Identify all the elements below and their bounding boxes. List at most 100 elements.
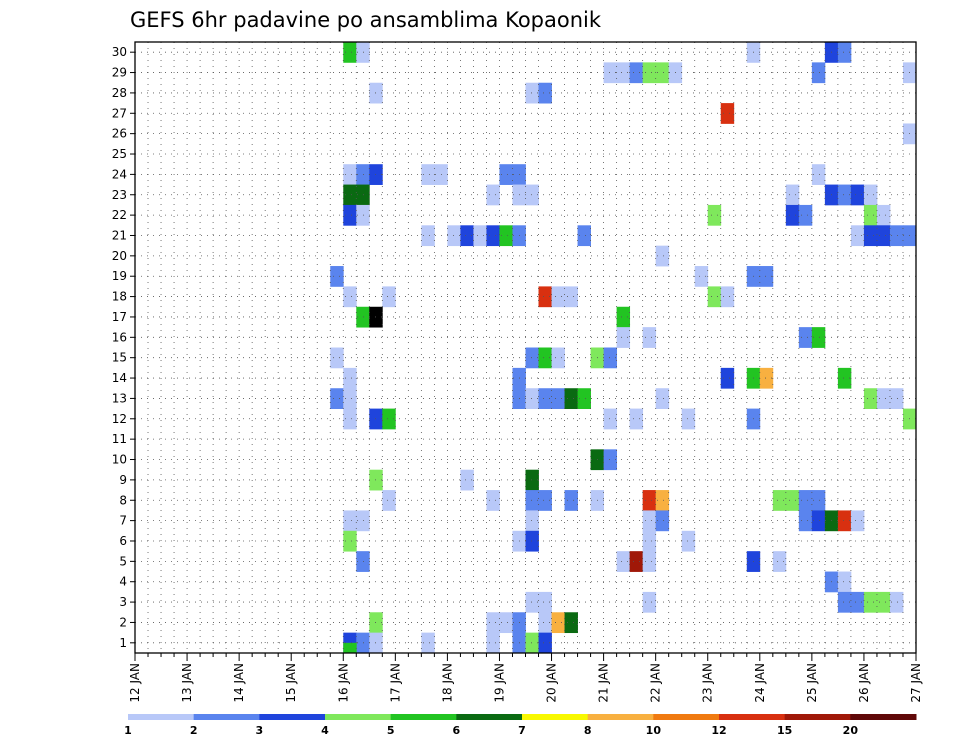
heatmap-cell xyxy=(525,82,539,104)
heatmap-cell xyxy=(876,225,891,247)
heatmap-cell xyxy=(837,367,852,389)
colorbar-segment xyxy=(128,714,195,720)
heatmap-cell xyxy=(863,225,878,247)
colorbar-label: 12 xyxy=(711,724,726,737)
x-tick-label: 13 JAN xyxy=(180,663,194,703)
heatmap-cell xyxy=(837,591,852,613)
heatmap-cell xyxy=(655,510,670,532)
heatmap-cell xyxy=(356,204,370,226)
heatmap-cell xyxy=(850,591,865,613)
heatmap-cell xyxy=(382,286,396,308)
heatmap-cell xyxy=(850,184,865,206)
heatmap-cell xyxy=(369,612,383,634)
y-tick-label: 10 xyxy=(112,453,127,467)
heatmap-cell xyxy=(655,388,670,409)
heatmap-cell xyxy=(811,164,826,185)
heatmap-cell xyxy=(655,490,670,511)
y-tick-label: 29 xyxy=(112,66,127,80)
heatmap-cell xyxy=(785,490,800,511)
x-tick-label: 12 JAN xyxy=(128,663,142,703)
heatmap-cell xyxy=(460,225,474,247)
heatmap-cell xyxy=(343,286,357,308)
heatmap-cell xyxy=(850,225,865,247)
heatmap-cell xyxy=(577,388,591,409)
heatmap-cell xyxy=(564,286,578,308)
y-tick-label: 15 xyxy=(112,351,127,365)
heatmap-cell xyxy=(525,591,539,613)
heatmap-cell xyxy=(369,408,383,430)
x-axis: 12 JAN 13 JAN 14 JAN 15 JAN 16 JAN 17 JAN 18 J… xyxy=(128,653,923,703)
heatmap-cell xyxy=(642,62,657,84)
heatmap-cell xyxy=(564,612,578,634)
colorbar-segment xyxy=(784,714,851,720)
y-tick-label: 23 xyxy=(112,188,127,202)
heatmap-cell xyxy=(551,347,565,369)
colorbar-label: 1 xyxy=(124,724,132,737)
heatmap-cell xyxy=(876,204,891,226)
heatmap-cell xyxy=(551,286,565,308)
x-tick-label: 21 JAN xyxy=(597,663,611,703)
heatmap-cell xyxy=(629,551,644,572)
x-tick-label: 23 JAN xyxy=(701,663,715,703)
heatmap-cell xyxy=(356,551,370,572)
heatmap-cell xyxy=(525,388,539,409)
heatmap-cell xyxy=(538,347,552,369)
y-axis: 1234567891011121314151617181920212223242… xyxy=(112,45,135,650)
heatmap-cell xyxy=(707,286,722,308)
heatmap-cell xyxy=(889,388,904,409)
y-tick-label: 19 xyxy=(112,269,127,283)
heatmap-cell xyxy=(356,42,370,63)
heatmap-cells xyxy=(330,42,917,654)
heatmap-cell xyxy=(798,204,813,226)
colorbar-label: 8 xyxy=(584,724,592,737)
colorbar-segment xyxy=(456,714,523,720)
heatmap-cell xyxy=(421,632,435,654)
heatmap-cell xyxy=(499,612,513,634)
y-tick-label: 14 xyxy=(112,371,127,385)
heatmap-cell xyxy=(616,62,631,84)
heatmap-cell xyxy=(343,388,357,409)
heatmap-cell xyxy=(642,490,657,511)
colorbar-label: 3 xyxy=(256,724,264,737)
y-tick-label: 5 xyxy=(119,554,127,568)
heatmap-cell xyxy=(772,490,787,511)
heatmap-cell xyxy=(486,490,500,511)
heatmap-cell xyxy=(538,286,552,308)
heatmap-cell xyxy=(551,612,565,634)
y-tick-label: 16 xyxy=(112,330,127,344)
y-tick-label: 26 xyxy=(112,127,127,141)
heatmap-cell xyxy=(343,510,357,532)
heatmap-cell xyxy=(538,490,552,511)
heatmap-cell xyxy=(759,367,774,389)
heatmap-cell xyxy=(811,62,826,84)
heatmap-cell xyxy=(642,510,657,532)
y-tick-label: 11 xyxy=(112,432,127,446)
heatmap-cell xyxy=(369,306,383,328)
heatmap-cell xyxy=(863,388,878,409)
heatmap-cell xyxy=(629,62,644,84)
y-tick-label: 22 xyxy=(112,208,127,222)
heatmap-cell xyxy=(772,551,787,572)
heatmap-cell xyxy=(486,612,500,634)
heatmap-cell xyxy=(486,632,500,654)
heatmap-cell xyxy=(811,490,826,511)
chart-title: GEFS 6hr padavine po ansamblima Kopaonik xyxy=(130,8,602,32)
colorbar-segment xyxy=(850,714,917,720)
heatmap-cell xyxy=(369,632,383,654)
heatmap-cell xyxy=(642,530,657,552)
y-tick-label: 3 xyxy=(119,595,127,609)
y-tick-label: 7 xyxy=(119,514,127,528)
colorbar-label: 6 xyxy=(453,724,461,737)
y-tick-label: 8 xyxy=(119,493,127,507)
colorbar-segment xyxy=(653,714,720,720)
heatmap-cell xyxy=(421,225,435,247)
colorbar-segment xyxy=(325,714,392,720)
x-tick-label: 17 JAN xyxy=(388,663,402,703)
heatmap-cell xyxy=(421,164,435,185)
y-tick-label: 17 xyxy=(112,310,127,324)
heatmap-cell xyxy=(356,184,370,206)
heatmap-cell xyxy=(447,225,461,247)
heatmap-cell xyxy=(798,510,813,532)
colorbar-segment xyxy=(193,714,260,720)
heatmap-cell xyxy=(499,164,513,185)
